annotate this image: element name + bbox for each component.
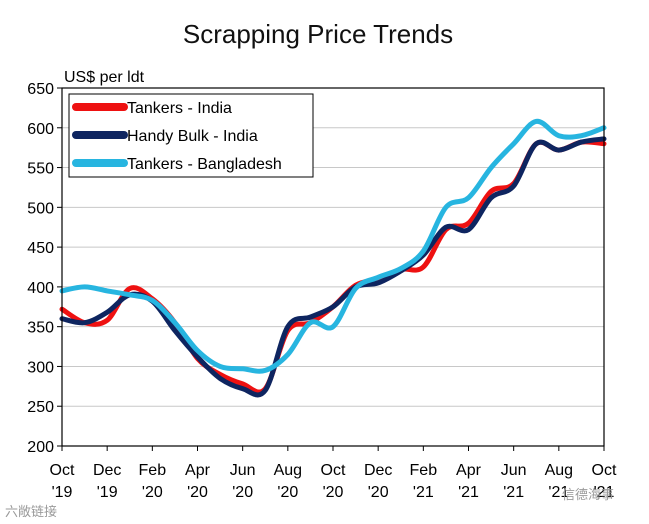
x-tick-label-month: Apr (456, 462, 482, 479)
y-tick-label: 300 (27, 359, 54, 376)
series-lines (59, 118, 607, 398)
x-tick-label-month: Aug (274, 462, 302, 479)
y-tick-label: 500 (27, 200, 54, 217)
y-tick-label: 650 (27, 81, 54, 98)
x-tick-label-month: Feb (139, 462, 167, 479)
x-tick-label-month: Jun (501, 462, 527, 479)
x-tick-label-month: Oct (50, 462, 75, 479)
y-tick-label: 550 (27, 161, 54, 178)
legend-label-tankers-india: Tankers - India (127, 100, 232, 117)
legend-label-handy-bulk-india: Handy Bulk - India (127, 128, 258, 145)
x-tick-label-year: '20 (368, 484, 389, 501)
y-tick-label: 450 (27, 240, 54, 257)
x-tick-label-month: Dec (364, 462, 392, 479)
x-tick-label-month: Jun (230, 462, 256, 479)
watermark: 六敞链接 信德海事 (5, 487, 614, 519)
x-tick-label-year: '21 (458, 484, 479, 501)
y-axis-ticks: 200 250 300 350 400 450 500 550 600 650 (27, 81, 62, 456)
x-tick-label-year: '19 (52, 484, 73, 501)
x-tick-label-year: '21 (503, 484, 524, 501)
x-tick-label-month: Dec (93, 462, 121, 479)
x-tick-label-year: '21 (413, 484, 434, 501)
x-tick-label-year: '20 (187, 484, 208, 501)
y-tick-label: 600 (27, 121, 54, 138)
chart-title: Scrapping Price Trends (183, 19, 453, 49)
x-tick-label-month: Aug (545, 462, 573, 479)
watermark-left: 六敞链接 (5, 504, 57, 519)
x-tick-label-year: '20 (142, 484, 163, 501)
legend-label-tankers-bangladesh: Tankers - Bangladesh (127, 156, 282, 173)
x-tick-label-year: '19 (97, 484, 118, 501)
x-tick-label-month: Feb (410, 462, 438, 479)
y-tick-label: 350 (27, 320, 54, 337)
x-tick-label-year: '20 (277, 484, 298, 501)
series-line-tankers-bangladesh (59, 118, 607, 374)
y-tick-label: 400 (27, 280, 54, 297)
x-tick-label-month: Apr (185, 462, 211, 479)
x-tick-label-year: '20 (232, 484, 253, 501)
x-tick-label-month: Oct (321, 462, 346, 479)
y-axis-unit-label: US$ per ldt (64, 69, 145, 86)
series-line-tankers-india (59, 139, 607, 395)
x-tick-label-year: '21 (594, 484, 615, 501)
x-tick-label-year: '20 (323, 484, 344, 501)
legend: Tankers - India Handy Bulk - India Tankers… (68, 93, 314, 178)
x-axis-ticks: Oct '19 Dec '19 Feb '20 Apr '20 Jun '20 Aug '20 Oct '… (50, 446, 617, 501)
y-tick-label: 250 (27, 399, 54, 416)
y-tick-label: 200 (27, 439, 54, 456)
plot-frame (61, 87, 605, 447)
x-tick-label-year: '21 (548, 484, 569, 501)
x-tick-label-month: Oct (592, 462, 617, 479)
watermark-right: 信德海事 (562, 487, 614, 502)
